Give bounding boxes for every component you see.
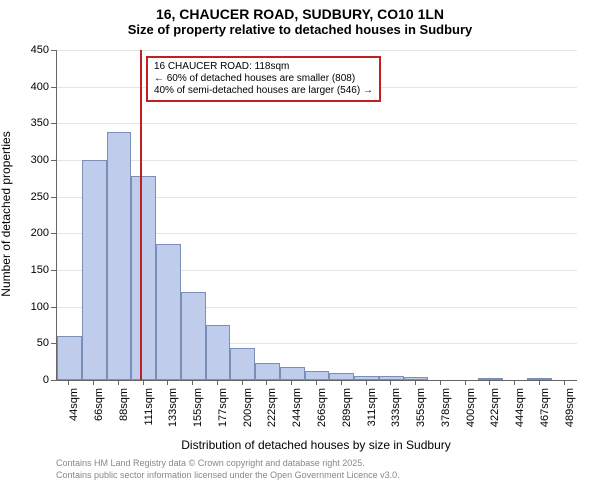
xtick-label: 311sqm — [366, 388, 378, 438]
xtick-mark — [465, 380, 466, 385]
ytick-mark — [51, 270, 56, 271]
ytick-label: 450 — [21, 44, 49, 56]
histogram-bar — [57, 336, 82, 380]
histogram-bar — [255, 363, 280, 380]
histogram-bar — [107, 132, 132, 380]
xtick-label: 467sqm — [539, 388, 551, 438]
histogram-bar — [131, 176, 156, 380]
xtick-label: 155sqm — [192, 388, 204, 438]
xtick-mark — [415, 380, 416, 385]
xtick-mark — [118, 380, 119, 385]
xtick-mark — [316, 380, 317, 385]
xtick-label: 378sqm — [440, 388, 452, 438]
ytick-label: 100 — [21, 301, 49, 313]
ytick-mark — [51, 87, 56, 88]
xtick-label: 422sqm — [489, 388, 501, 438]
ytick-label: 0 — [21, 374, 49, 386]
ytick-label: 400 — [21, 81, 49, 93]
xtick-label: 244sqm — [291, 388, 303, 438]
ytick-label: 350 — [21, 117, 49, 129]
histogram-bar — [156, 244, 181, 380]
callout-box: 16 CHAUCER ROAD: 118sqm ← 60% of detache… — [146, 56, 381, 102]
gridline — [57, 123, 577, 124]
xtick-label: 444sqm — [514, 388, 526, 438]
xtick-label: 222sqm — [266, 388, 278, 438]
histogram-bar — [527, 378, 552, 380]
footer: Contains HM Land Registry data © Crown c… — [56, 458, 400, 481]
xtick-mark — [514, 380, 515, 385]
ytick-label: 200 — [21, 227, 49, 239]
gridline — [57, 50, 577, 51]
xtick-mark — [167, 380, 168, 385]
ytick-label: 150 — [21, 264, 49, 276]
footer-line-2: Contains public sector information licen… — [56, 470, 400, 482]
ytick-mark — [51, 343, 56, 344]
chart-subtitle: Size of property relative to detached ho… — [0, 22, 600, 41]
xtick-label: 133sqm — [167, 388, 179, 438]
reference-line — [140, 50, 142, 380]
xtick-label: 66sqm — [93, 388, 105, 438]
ytick-label: 250 — [21, 191, 49, 203]
xtick-label: 289sqm — [341, 388, 353, 438]
xtick-mark — [143, 380, 144, 385]
histogram-bar — [82, 160, 107, 380]
histogram-bar — [181, 292, 206, 380]
ytick-mark — [51, 197, 56, 198]
xtick-label: 200sqm — [242, 388, 254, 438]
xtick-mark — [192, 380, 193, 385]
ytick-mark — [51, 233, 56, 234]
xtick-label: 177sqm — [217, 388, 229, 438]
xtick-mark — [440, 380, 441, 385]
xtick-mark — [242, 380, 243, 385]
xtick-mark — [266, 380, 267, 385]
histogram-bar — [305, 371, 330, 380]
chart-container: 16, CHAUCER ROAD, SUDBURY, CO10 1LN Size… — [0, 0, 600, 500]
ytick-mark — [51, 380, 56, 381]
histogram-bar — [280, 367, 305, 380]
footer-line-1: Contains HM Land Registry data © Crown c… — [56, 458, 400, 470]
xtick-mark — [68, 380, 69, 385]
gridline — [57, 160, 577, 161]
xtick-label: 400sqm — [465, 388, 477, 438]
xtick-mark — [489, 380, 490, 385]
xtick-label: 266sqm — [316, 388, 328, 438]
xtick-mark — [291, 380, 292, 385]
xtick-label: 489sqm — [564, 388, 576, 438]
xtick-mark — [217, 380, 218, 385]
ytick-mark — [51, 123, 56, 124]
histogram-bar — [230, 348, 255, 380]
xtick-mark — [366, 380, 367, 385]
histogram-bar — [206, 325, 231, 380]
ytick-mark — [51, 50, 56, 51]
xtick-label: 111sqm — [143, 388, 155, 438]
xtick-label: 355sqm — [415, 388, 427, 438]
plot-area: 16 CHAUCER ROAD: 118sqm ← 60% of detache… — [56, 50, 577, 381]
xtick-mark — [93, 380, 94, 385]
xtick-mark — [539, 380, 540, 385]
chart-title: 16, CHAUCER ROAD, SUDBURY, CO10 1LN — [0, 0, 600, 22]
callout-line-1: 16 CHAUCER ROAD: 118sqm — [154, 61, 373, 73]
histogram-bar — [354, 376, 379, 380]
xtick-mark — [564, 380, 565, 385]
ytick-label: 300 — [21, 154, 49, 166]
y-axis-label: Number of detached properties — [0, 114, 13, 314]
x-axis-label: Distribution of detached houses by size … — [56, 438, 576, 452]
xtick-mark — [341, 380, 342, 385]
ytick-label: 50 — [21, 337, 49, 349]
histogram-bar — [329, 373, 354, 380]
xtick-label: 88sqm — [118, 388, 130, 438]
ytick-mark — [51, 307, 56, 308]
xtick-mark — [390, 380, 391, 385]
callout-line-2: ← 60% of detached houses are smaller (80… — [154, 73, 373, 85]
callout-line-3: 40% of semi-detached houses are larger (… — [154, 85, 373, 97]
xtick-label: 44sqm — [68, 388, 80, 438]
ytick-mark — [51, 160, 56, 161]
xtick-label: 333sqm — [390, 388, 402, 438]
